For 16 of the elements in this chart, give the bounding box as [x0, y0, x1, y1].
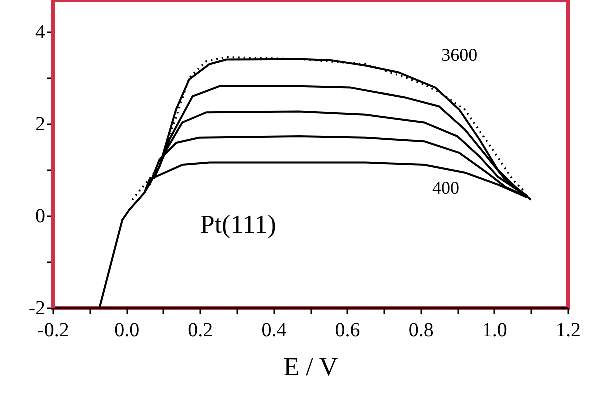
y-tick-label: -2 — [28, 298, 46, 320]
x-tick-label: 0.6 — [335, 320, 360, 342]
y-tick-label: 0 — [36, 206, 46, 228]
y-tick-label: 2 — [36, 114, 46, 136]
x-tick-label: 0.8 — [408, 320, 434, 342]
series-label: 400 — [432, 178, 460, 198]
annotation: Pt(111) — [200, 210, 276, 239]
x-tick-label: 1.2 — [556, 320, 581, 342]
x-tick-label: -0.2 — [38, 320, 70, 342]
x-tick-label: 1.0 — [482, 320, 508, 342]
y-tick-label: 4 — [36, 22, 46, 44]
x-axis-title: E / V — [284, 352, 338, 382]
series-label: 3600 — [442, 44, 478, 65]
x-tick-label: 0.4 — [262, 320, 287, 342]
x-tick-label: 0.2 — [188, 320, 214, 342]
x-tick-label: 0.0 — [114, 320, 140, 342]
